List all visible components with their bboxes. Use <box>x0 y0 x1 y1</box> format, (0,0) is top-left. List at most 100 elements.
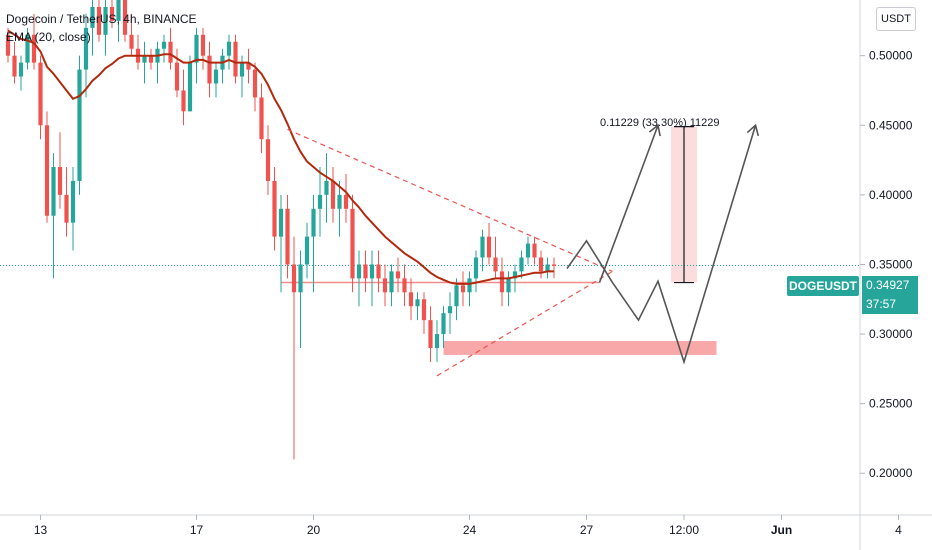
candle-body <box>330 180 336 209</box>
candle-body <box>57 167 63 195</box>
last-price-value: 0.34927 <box>866 278 910 292</box>
candle-body <box>70 180 76 223</box>
candle-body <box>83 27 89 70</box>
candle-body <box>408 292 414 307</box>
candle-body <box>187 62 193 112</box>
support-zone <box>443 341 717 355</box>
triangle-lower-line <box>436 270 613 377</box>
candle-body <box>265 139 271 181</box>
x-tick-label: 4 <box>895 523 902 537</box>
candle-body <box>25 34 30 63</box>
candle-body <box>77 69 82 181</box>
drawing-overlays-front <box>287 123 760 377</box>
candle-body <box>194 34 199 63</box>
candle-body <box>103 6 108 35</box>
candle-body <box>31 34 37 63</box>
candle-body <box>129 34 134 49</box>
candle-body <box>356 264 362 279</box>
candle-body <box>200 34 206 56</box>
candle-body <box>298 264 303 293</box>
candle-body <box>545 264 550 272</box>
candle-body <box>239 62 245 77</box>
candle-body <box>207 55 212 84</box>
candle-body <box>363 264 368 279</box>
candle-body <box>324 180 329 195</box>
candle-body <box>226 41 232 56</box>
candle-body <box>18 62 24 77</box>
candle-body <box>551 264 557 266</box>
candle-body <box>506 278 511 293</box>
candles <box>5 0 557 460</box>
candle-body <box>64 194 69 223</box>
candle-body <box>519 257 524 272</box>
candle-body <box>343 194 349 209</box>
candle-body <box>395 271 401 279</box>
projection-arrowhead-2 <box>648 123 661 137</box>
projection-path <box>566 125 757 365</box>
candle-body <box>44 125 50 216</box>
measure-label: 0.11229 (33.30%) 11229 <box>600 117 720 129</box>
y-tick-label: 0.30000 <box>869 327 913 341</box>
chart-legend: Dogecoin / TetherUS, 4h, BINANCE EMA (20… <box>6 10 197 46</box>
candle-body <box>421 299 427 321</box>
x-tick-label: 27 <box>580 523 594 537</box>
candle-body <box>376 264 381 279</box>
candle-body <box>350 208 355 279</box>
y-tick-label: 0.40000 <box>869 188 913 202</box>
candle-body <box>311 208 316 237</box>
y-tick-label: 0.20000 <box>869 466 913 480</box>
candle-body <box>181 90 186 112</box>
candle-body <box>428 320 433 348</box>
y-tick-label: 0.35000 <box>869 257 913 271</box>
candle-body <box>148 55 154 63</box>
candle-body <box>291 264 297 293</box>
y-tick-label: 0.50000 <box>869 49 913 63</box>
candle-body <box>486 236 492 258</box>
candle-body <box>369 264 375 279</box>
candle-body <box>122 0 128 35</box>
candle-body <box>90 6 95 28</box>
candle-body <box>532 243 537 258</box>
projection-arrow-line <box>598 124 659 283</box>
candle-body <box>116 0 121 21</box>
triangle-upper-line <box>287 128 613 272</box>
candle-body <box>389 271 394 293</box>
candle-body <box>5 34 11 56</box>
candle-body <box>304 236 310 265</box>
y-tick-label: 0.25000 <box>869 397 913 411</box>
candle-body <box>259 97 264 140</box>
candle-body <box>415 299 420 307</box>
x-tick-label: 12:00 <box>669 523 699 537</box>
candle-body <box>12 55 17 77</box>
candle-body <box>337 194 342 209</box>
candle-body <box>493 257 498 272</box>
x-tick-label: 24 <box>463 523 477 537</box>
x-tick-label: 13 <box>34 523 48 537</box>
candle-body <box>213 69 219 84</box>
candle-body <box>285 208 290 265</box>
symbol-badge: DOGEUSDT <box>787 276 859 296</box>
candle-body <box>272 180 277 237</box>
chart-title: Dogecoin / TetherUS, 4h, BINANCE <box>6 12 197 26</box>
candle-body <box>161 41 167 49</box>
currency-unit-button[interactable]: USDT <box>876 7 916 31</box>
y-tick-label: 0.45000 <box>869 118 913 132</box>
candle-body <box>525 243 531 258</box>
x-tick-label: 17 <box>190 523 204 537</box>
candle-body <box>473 257 479 279</box>
candle-body <box>142 55 147 63</box>
candle-body <box>168 41 173 63</box>
candle-body <box>434 334 440 348</box>
last-price-tag: 0.34927 37:57 <box>862 276 918 314</box>
candle-body <box>382 278 388 293</box>
candle-body <box>174 62 180 91</box>
candle-body <box>402 278 407 293</box>
candle-body <box>467 278 472 293</box>
candle-body <box>499 271 505 293</box>
candle-body <box>51 167 56 216</box>
x-tick-label: 20 <box>307 523 321 537</box>
indicator-label[interactable]: EMA (20, close) <box>6 30 91 44</box>
candle-body <box>480 236 485 258</box>
